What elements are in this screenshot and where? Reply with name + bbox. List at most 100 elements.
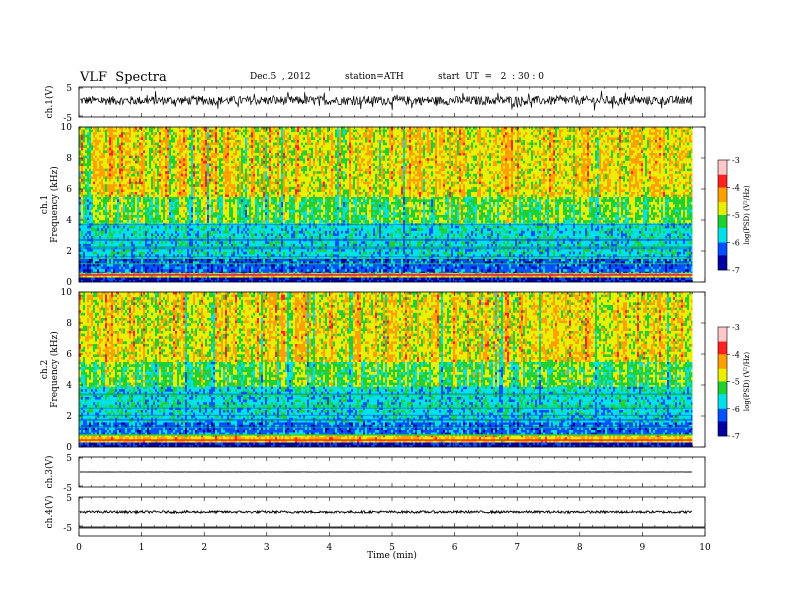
ch1-colorbar-cell — [718, 196, 727, 199]
figure-title: VLF Spectra — [80, 70, 167, 85]
ch4-wave-ytick-bottom: -5 — [63, 524, 72, 534]
ch2-colorbar-cell — [718, 377, 727, 380]
ch2-spec-ylabel2: Frequency (kHz) — [49, 331, 60, 408]
ch2-colorbar-label: log(PSD) (V²/Hz) — [743, 352, 751, 411]
ch1-colorbar-cell — [718, 222, 727, 225]
ch1-colorbar-cell — [718, 189, 727, 192]
ch1-colorbar-cell — [718, 161, 727, 164]
ch2-colorbar-cell — [718, 383, 727, 386]
ch2-colorbar-cell — [718, 343, 727, 346]
ch1-colorbar-cell — [718, 202, 727, 205]
ch1-colorbar-cell — [718, 182, 727, 185]
ch1-wave-trace — [79, 90, 693, 111]
ch2-colorbar-cell — [718, 332, 727, 335]
ch1-colorbar-label: log(PSD) (V²/Hz) — [743, 185, 751, 244]
ch2-colorbar-cell — [718, 359, 727, 362]
ch1-colorbar-cell — [718, 191, 727, 194]
x-tick-label-3: 3 — [264, 543, 270, 553]
ch1-colorbar-cell — [718, 180, 727, 183]
ch2-colorbar-tick--3: -3 — [732, 323, 740, 332]
ch2-colorbar-tick--4: -4 — [732, 350, 740, 359]
ch2-colorbar-cell — [718, 410, 727, 413]
ch1-colorbar-cell — [718, 235, 727, 238]
ch2-spec-ylabel: ch.2 — [40, 360, 50, 379]
ch2-colorbar-cell — [718, 361, 727, 364]
ch2-colorbar-cell — [718, 365, 727, 368]
ch1-spec-ylabel: ch.1 — [40, 195, 50, 214]
ch2-colorbar-cell — [718, 396, 727, 399]
ch3-wave-ylabel: ch.3(V) — [44, 456, 55, 489]
ch2-colorbar-cell — [718, 403, 727, 406]
ch1-wave-ytick-bottom: -5 — [63, 114, 72, 124]
ch1-colorbar-cell — [718, 240, 727, 243]
ch1-spec-ytick-10: 10 — [61, 123, 73, 133]
ch1-colorbar-cell — [718, 260, 727, 263]
ch2-spec-ytick-4: 4 — [66, 381, 72, 391]
ch2-colorbar-cell — [718, 426, 727, 430]
ch1-colorbar-cell — [718, 238, 727, 241]
ch1-colorbar-tick--5: -5 — [732, 211, 740, 220]
ch1-colorbar-cell — [718, 194, 727, 197]
ch1-colorbar-tick--7: -7 — [732, 266, 740, 275]
ch1-colorbar-cell — [718, 226, 727, 229]
ch2-colorbar-cell — [718, 327, 727, 330]
ch1-spec-ytick-6: 6 — [66, 185, 72, 195]
ch1-colorbar-tick--6: -6 — [732, 239, 740, 248]
ch1-wave-ylabel: ch.1(V) — [44, 86, 55, 119]
ch2-colorbar-cell — [718, 432, 727, 435]
ch2-spec-ytick-6: 6 — [66, 350, 72, 360]
ch2-spec-spectrogram — [79, 292, 705, 448]
ch2-colorbar-cell — [718, 374, 727, 377]
ch2-colorbar-cell — [718, 416, 727, 419]
ch4-wave-ytick-top: 5 — [66, 494, 72, 504]
ch2-colorbar-cell — [718, 328, 727, 331]
ch1-colorbar-cell — [718, 185, 727, 188]
station-label: station=ATH — [345, 72, 404, 82]
x-tick-label-0: 0 — [76, 543, 82, 553]
ch2-colorbar-cell — [718, 346, 727, 350]
ch1-colorbar-cell — [718, 213, 727, 216]
ch1-colorbar-cell — [718, 171, 727, 174]
ch1-colorbar-cell — [718, 264, 727, 267]
ch1-colorbar-cell — [718, 169, 727, 172]
ch1-colorbar-cell — [718, 160, 727, 163]
ch2-colorbar-tick--5: -5 — [732, 378, 740, 387]
ch2-spec-ytick-8: 8 — [66, 319, 72, 329]
ch2-colorbar-cell — [718, 368, 727, 371]
ch1-colorbar-cell — [718, 174, 727, 177]
ch2-colorbar-cell — [718, 428, 727, 431]
ch2-colorbar-cell — [718, 401, 727, 404]
x-tick-label-6: 6 — [452, 543, 458, 553]
ch2-colorbar-cell — [718, 385, 727, 388]
ch2-colorbar-cell — [718, 421, 727, 424]
ch2-colorbar-cell — [718, 352, 727, 355]
ch1-colorbar-cell — [718, 211, 727, 214]
ch2-spec-ytick-0: 0 — [66, 443, 72, 453]
ch1-colorbar-cell — [718, 198, 727, 201]
ch2-colorbar-cell — [718, 394, 727, 397]
ch1-colorbar-cell — [718, 218, 727, 221]
ch2-colorbar-tick--7: -7 — [732, 432, 740, 441]
ch2-colorbar-cell — [718, 390, 727, 393]
ch1-colorbar-tick--3: -3 — [732, 156, 740, 165]
ch4-wave-trace — [79, 509, 693, 515]
ch2-colorbar-cell — [718, 356, 727, 359]
ch1-colorbar-cell — [718, 204, 727, 207]
ch1-colorbar-cell — [718, 165, 727, 168]
ch3-wave-ytick-top: 5 — [66, 454, 72, 464]
ch2-colorbar-tick--6: -6 — [732, 405, 740, 414]
ch2-colorbar-cell — [718, 350, 727, 353]
ch1-colorbar-cell — [718, 262, 727, 265]
ch1-spec-ytick-2: 2 — [66, 247, 72, 257]
ch4-wave-ylabel: ch.4(V) — [44, 496, 55, 529]
ch2-spec-ytick-10: 10 — [61, 288, 73, 298]
ch1-colorbar-cell — [718, 257, 727, 260]
x-tick-label-1: 1 — [139, 543, 145, 553]
x-tick-label-4: 4 — [327, 543, 333, 553]
ch2-colorbar-cell — [718, 337, 727, 341]
ch1-colorbar-cell — [718, 178, 727, 181]
ch2-colorbar-cell — [718, 425, 727, 428]
ch1-wave-ytick-top: 5 — [66, 84, 72, 94]
